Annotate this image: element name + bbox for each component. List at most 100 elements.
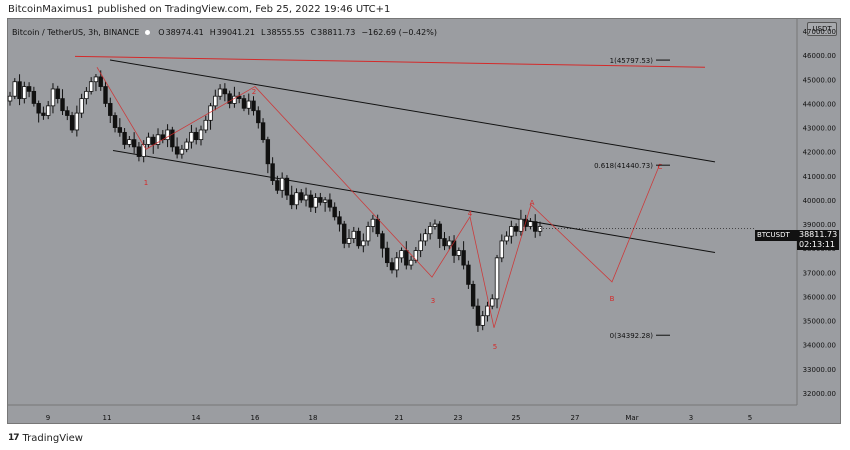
candle-body — [380, 233, 385, 249]
chart-frame[interactable] — [7, 18, 841, 424]
candle-body — [165, 129, 170, 141]
candle-body — [22, 86, 27, 100]
candle-body — [485, 305, 490, 317]
candle-body — [504, 235, 509, 242]
candle-body — [117, 127, 123, 133]
candle-body — [308, 194, 314, 208]
candle-body — [103, 86, 108, 104]
candle-body — [217, 88, 223, 97]
resistance-line — [74, 55, 706, 68]
channel-upper-line — [109, 59, 716, 163]
candle-body — [418, 240, 423, 251]
candle-body — [513, 226, 519, 232]
x-tick-label: 21 — [395, 414, 404, 422]
candle-body — [241, 98, 247, 109]
candle-body — [189, 131, 194, 143]
candle-body — [146, 136, 151, 145]
candle-body — [260, 122, 266, 141]
candle-body — [7, 95, 13, 102]
candle-body — [461, 250, 466, 266]
candle-body — [26, 86, 32, 92]
candle-body — [170, 129, 175, 148]
open-label: O — [158, 27, 165, 37]
candle-body — [275, 180, 280, 191]
high-value-group: H 39041.21 — [210, 28, 255, 37]
candle-body — [65, 110, 70, 116]
candle-body — [470, 283, 476, 307]
candle-body — [194, 131, 199, 141]
candle-body — [179, 148, 185, 155]
change-value: −162.69 (−0.42%) — [361, 27, 437, 37]
candle-body — [408, 259, 414, 266]
tradingview-logo[interactable]: 17 TradingView — [8, 432, 83, 444]
candle-body — [74, 112, 80, 131]
candle-body — [332, 206, 337, 218]
elliott-wave-path — [96, 67, 661, 328]
candle-body — [198, 129, 204, 141]
author-name[interactable]: BitcoinMaximus1 — [8, 4, 94, 15]
candle-body — [50, 88, 56, 107]
bar-countdown: 02:13:11 — [799, 240, 835, 249]
candle-body — [518, 218, 524, 232]
y-tick-label: 42000.00 — [803, 149, 836, 157]
candle-body — [313, 197, 318, 208]
y-tick-label: 35000.00 — [803, 318, 836, 326]
close-label: C — [310, 27, 317, 37]
candle-body — [45, 105, 51, 116]
candle-body — [299, 192, 304, 201]
y-tick-label: 47000.00 — [803, 28, 836, 36]
x-tick-label: 25 — [512, 414, 521, 422]
close-value-group: C 38811.73 — [311, 28, 356, 37]
y-tick-label: 44000.00 — [803, 100, 836, 108]
candle-body — [337, 216, 342, 225]
candle-body — [289, 194, 294, 206]
pair-title: Bitcoin / TetherUS, 3h, BINANCE — [12, 27, 140, 37]
wave-label: 1 — [144, 179, 148, 187]
candle-body — [342, 223, 347, 244]
candle-body — [31, 90, 37, 104]
x-tick-label: 27 — [571, 414, 580, 422]
currency-selector[interactable]: USDT — [807, 22, 837, 36]
candle-body — [466, 264, 471, 285]
candle-body — [203, 119, 208, 131]
candle-body — [141, 144, 146, 157]
low-value: 38555.55 — [266, 27, 305, 37]
candle-body — [356, 230, 361, 247]
wave-label: 5 — [493, 343, 497, 351]
candle-body — [265, 139, 271, 165]
x-tick-label: 5 — [748, 414, 752, 422]
candle-body — [528, 221, 533, 227]
candle-body — [389, 262, 395, 271]
candle-body — [370, 218, 376, 227]
candle-body — [131, 139, 137, 148]
y-tick-label: 41000.00 — [803, 173, 836, 181]
candle-body — [127, 139, 132, 145]
candle-body — [79, 98, 84, 114]
close-value: 38811.73 — [317, 27, 356, 37]
candle-body — [184, 141, 189, 150]
candle-body — [499, 240, 505, 259]
x-tick-label: 3 — [689, 414, 693, 422]
x-tick-label: 23 — [454, 414, 463, 422]
candle-body — [447, 240, 452, 247]
open-value: 38974.41 — [165, 27, 204, 37]
y-tick-label: 45000.00 — [803, 76, 836, 84]
candle-body — [213, 95, 218, 107]
candle-body — [41, 112, 46, 116]
x-tick-label: 16 — [251, 414, 260, 422]
x-tick-label: Mar — [625, 414, 638, 422]
candle-body — [442, 238, 447, 247]
candle-body — [303, 194, 309, 201]
y-tick-label: 34000.00 — [803, 342, 836, 350]
candle-body — [246, 100, 251, 109]
candle-body — [451, 240, 457, 256]
candle-body — [404, 250, 409, 266]
y-tick-label: 43000.00 — [803, 125, 836, 133]
tradingview-logo-icon: 17 — [8, 433, 19, 443]
candle-body — [456, 250, 462, 256]
candle-body — [394, 257, 399, 271]
y-tick-label: 39000.00 — [803, 221, 836, 229]
candle-body — [279, 177, 285, 191]
candle-body — [494, 257, 500, 300]
